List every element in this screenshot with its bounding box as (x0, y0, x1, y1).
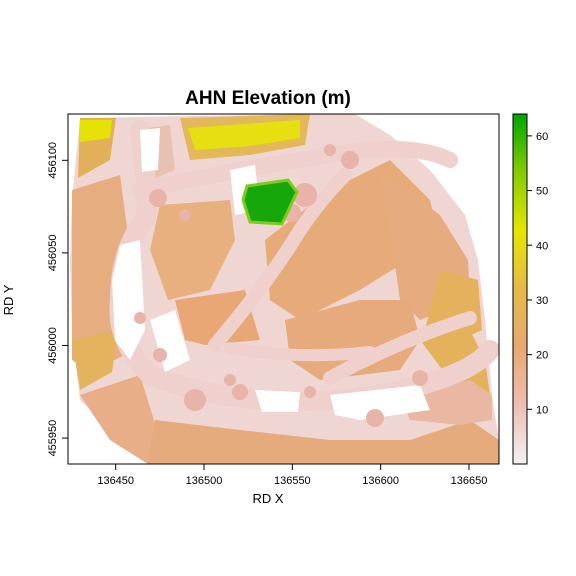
colorbar-legend: 10 20 30 40 50 60 (512, 113, 548, 465)
chart-title: AHN Elevation (m) (185, 88, 351, 109)
y-axis-label: RD Y (1, 284, 16, 315)
colorbar-tick-label: 50 (536, 186, 548, 198)
y-axis: 455950 456000 456050 456100 (47, 142, 68, 456)
colorbar-tick-label: 30 (536, 295, 548, 307)
colorbar-tick-label: 10 (536, 404, 548, 416)
y-tick-label: 456000 (47, 327, 59, 364)
colorbar-tick-label: 20 (536, 350, 548, 362)
y-tick-label: 456100 (47, 142, 59, 179)
x-tick-label: 136500 (186, 475, 223, 487)
building-blocks (72, 114, 499, 464)
tree-canopy (134, 144, 428, 427)
colorbar-tick-label: 40 (536, 240, 548, 252)
x-tick-label: 136450 (97, 475, 134, 487)
x-tick-label: 136650 (451, 475, 488, 487)
y-tick-label: 456050 (47, 235, 59, 272)
x-axis-label: RD X (252, 491, 283, 506)
colorbar-ticks: 10 20 30 40 50 60 (527, 131, 548, 416)
x-tick-label: 136550 (274, 475, 311, 487)
y-tick-label: 455950 (47, 420, 59, 457)
plot-frame (67, 113, 500, 465)
elevation-raster (70, 114, 499, 464)
tall-building (241, 178, 299, 226)
colorbar (512, 113, 528, 465)
colorbar-tick-label: 60 (536, 131, 548, 143)
x-tick-label: 136600 (362, 475, 399, 487)
x-axis: 136450 136500 136550 136600 136650 (97, 464, 487, 487)
nodata-areas (112, 128, 430, 420)
